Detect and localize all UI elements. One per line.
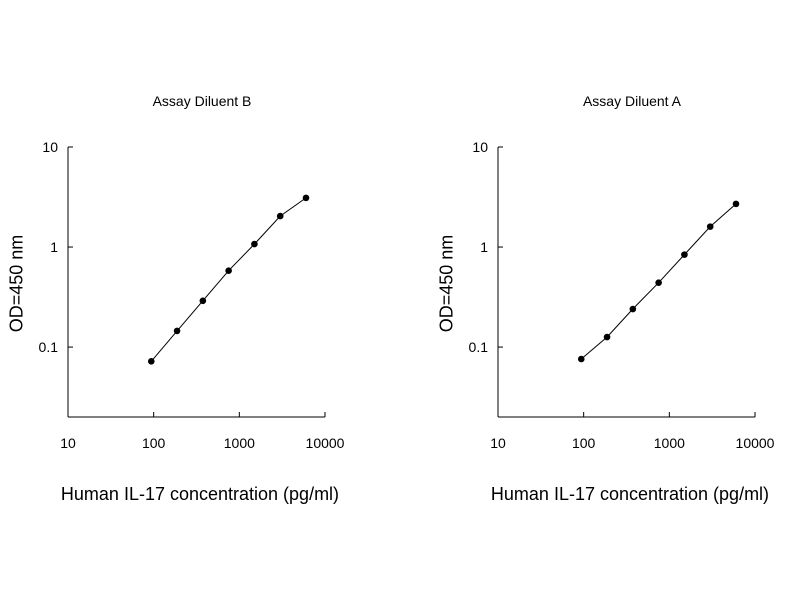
x-tick-label: 10000 <box>306 435 345 451</box>
data-point <box>629 305 637 313</box>
plot-area: 0.1 1 10 10 100 1000 10000 <box>39 139 345 451</box>
data-point <box>706 223 714 230</box>
data-point <box>302 194 310 202</box>
x-axis-label: Human IL-17 concentration (pg/ml) <box>60 484 340 504</box>
y-tick-label: 1 <box>50 239 58 255</box>
x-tick-label: 10000 <box>736 435 775 451</box>
y-tick-label: 10 <box>472 139 488 155</box>
y-tick-label: 0.1 <box>469 339 489 355</box>
data-point <box>199 297 207 305</box>
data-point <box>577 355 585 363</box>
y-tick-label: 10 <box>42 139 58 155</box>
chart-panel-diluent-b: Assay Diluent B OD=450 nm Human IL-17 co… <box>7 93 345 504</box>
data-point <box>173 327 181 335</box>
data-point <box>603 333 611 341</box>
data-point <box>276 212 284 220</box>
x-tick-label: 10 <box>60 435 76 451</box>
x-tick-label: 100 <box>572 435 596 451</box>
chart-title: Assay Diluent A <box>582 93 682 109</box>
series-line <box>150 197 307 362</box>
data-point <box>225 267 232 275</box>
data-point <box>655 279 662 287</box>
x-tick-label: 1000 <box>224 435 255 451</box>
data-point <box>681 251 688 258</box>
chart-panel-diluent-a: Assay Diluent A OD=450 nm Human IL-17 co… <box>430 0 800 600</box>
data-point <box>251 240 258 248</box>
data-point <box>732 200 740 208</box>
y-tick-label: 1 <box>480 239 488 255</box>
x-axis-label: Human IL-17 concentration (pg/ml) <box>490 484 770 504</box>
chart-title: Assay Diluent B <box>152 93 252 109</box>
x-tick-label: 1000 <box>654 435 685 451</box>
y-tick-label: 0.1 <box>39 339 59 355</box>
x-tick-label: 100 <box>142 435 166 451</box>
plot-area: 0.1 1 10 10 100 1000 10000 <box>469 139 775 451</box>
data-point <box>147 358 155 365</box>
x-tick-label: 10 <box>490 435 506 451</box>
